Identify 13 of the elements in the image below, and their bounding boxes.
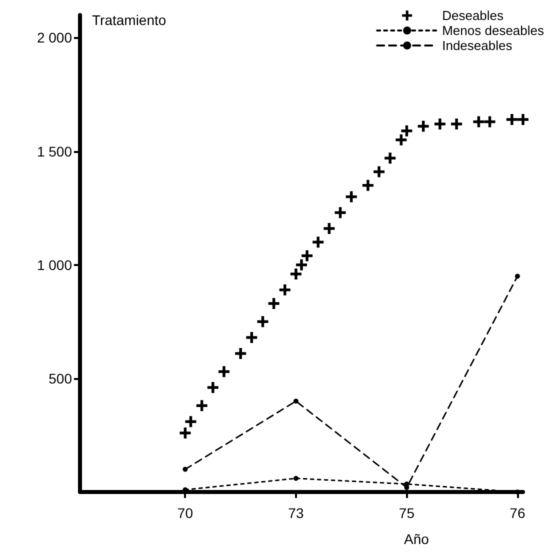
y-tick-label: 2 000	[36, 30, 72, 46]
legend-label: Deseables	[442, 8, 504, 23]
legend-label: Menos deseables	[442, 23, 544, 38]
x-tick-label: 76	[510, 505, 526, 521]
legend-label: Indeseables	[442, 38, 513, 53]
y-tick-label: 500	[48, 370, 72, 386]
y-axis-title: Tratamiento	[92, 12, 166, 28]
x-axis-title: Año	[404, 531, 430, 547]
x-tick-label: 75	[398, 505, 415, 521]
y-tick-label: 1 000	[36, 256, 72, 273]
x-tick-label: 73	[288, 505, 304, 521]
x-tick-label: 70	[177, 505, 194, 521]
y-tick-label: 1 500	[36, 143, 72, 160]
